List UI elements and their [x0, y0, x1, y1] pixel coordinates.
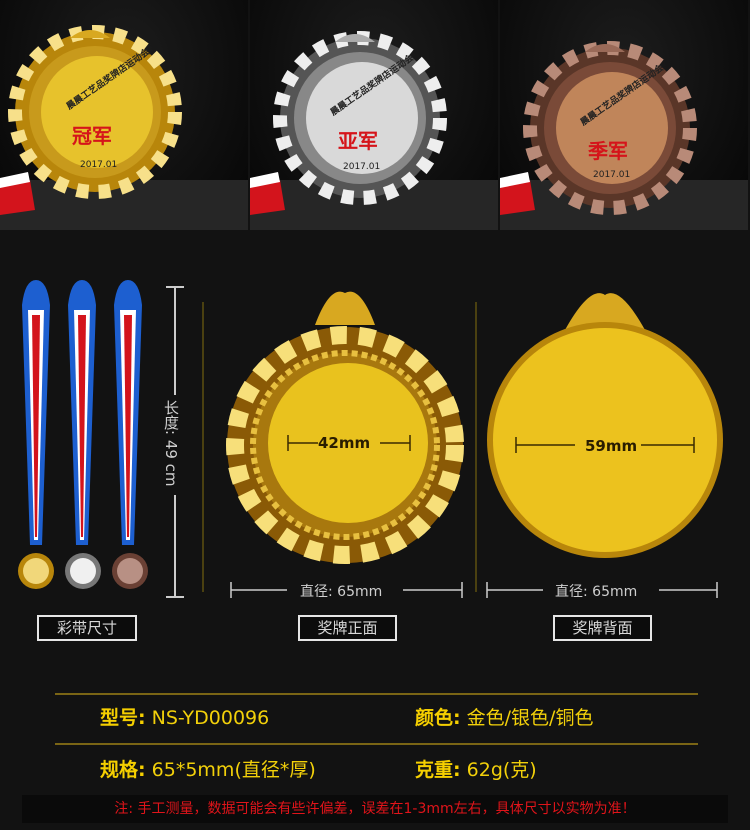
- ribbon-length-label: 长度: 49 cm: [162, 400, 180, 487]
- back-inner-diameter: 59mm: [585, 437, 638, 455]
- spec-size-value: 65*5mm(直径*厚): [151, 759, 316, 781]
- divider: [475, 302, 477, 592]
- divider: [55, 693, 698, 695]
- diameter-dimension-lines: [230, 582, 718, 598]
- spec-color-value: 金色/银色/铜色: [466, 707, 594, 729]
- spec-color: 颜色: 金色/银色/铜色: [415, 703, 593, 730]
- medal-date: 2017.01: [343, 162, 381, 172]
- photo-bronze-medal: 晨晨工艺品奖牌店运动会 季军 2017.01: [500, 0, 748, 230]
- spec-size: 规格: 65*5mm(直径*厚): [100, 755, 316, 782]
- medal-front-image: [226, 291, 464, 564]
- ribbon-illustration: [18, 280, 148, 589]
- photo-silver-medal: 晨晨工艺品奖牌店运动会 亚军 2017.01: [250, 0, 498, 230]
- medal-title: 亚军: [338, 129, 378, 153]
- ribbon-gold: [18, 280, 54, 589]
- spec-model-label: 型号:: [100, 707, 146, 729]
- ribbon-bronze: [112, 280, 148, 589]
- caption-ribbon-size: 彩带尺寸: [37, 615, 137, 641]
- spec-model: 型号: NS-YD00096: [100, 703, 269, 730]
- medal-date: 2017.01: [593, 170, 631, 180]
- length-dimension-line: [166, 286, 184, 598]
- spec-size-label: 规格:: [100, 759, 146, 781]
- spec-weight: 克重: 62g(克): [415, 755, 537, 782]
- front-inner-diameter: 42mm: [318, 434, 371, 452]
- spec-weight-value: 62g(克): [466, 759, 537, 781]
- photo-gold-medal: 晨晨工艺品奖牌店运动会 冠军 2017.01: [0, 0, 248, 230]
- measurement-note: 注: 手工测量，数据可能会有些许偏差，误差在1-3mm左右，具体尺寸以实物为准！: [22, 795, 728, 823]
- medal-title: 冠军: [72, 124, 112, 148]
- divider: [202, 302, 204, 592]
- ribbon-silver: [65, 280, 101, 589]
- spec-weight-label: 克重:: [415, 759, 461, 781]
- divider: [55, 743, 698, 745]
- medal-title: 季军: [588, 139, 628, 163]
- back-diameter-label: 直径: 65mm: [555, 584, 638, 600]
- caption-medal-front: 奖牌正面: [298, 615, 397, 641]
- front-diameter-label: 直径: 65mm: [300, 584, 383, 600]
- spec-color-label: 颜色:: [415, 707, 461, 729]
- medal-date: 2017.01: [80, 160, 118, 170]
- spec-model-value: NS-YD00096: [151, 707, 270, 729]
- caption-medal-back: 奖牌背面: [553, 615, 652, 641]
- medal-back-image: [487, 293, 723, 558]
